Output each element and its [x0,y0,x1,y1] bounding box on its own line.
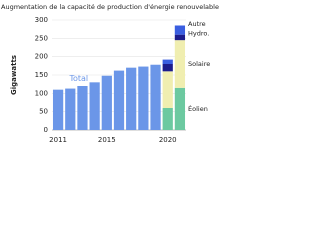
x-tick-label: 2011 [49,136,67,144]
bar-segment [65,88,76,130]
bar-segment [162,59,173,64]
y-tick-label: 50 [39,108,48,116]
chart: Augmentation de la capacité de productio… [1,3,219,144]
bar-segment [101,75,112,130]
bar-segment [174,87,186,130]
y-tick-label: 0 [44,126,48,134]
bar-segment [162,64,173,72]
bar-segment [138,66,149,130]
y-tick-label: 250 [35,34,48,42]
legend-label: Hydro. [188,29,209,37]
bar-segment [52,89,64,130]
bar-segment [150,64,161,130]
y-axis-label: Gigawatts [10,55,18,95]
y-tick-label: 150 [35,71,48,79]
x-tick-label: 2020 [159,136,177,144]
chart-title: Augmentation de la capacité de productio… [1,3,219,11]
bar-segment [77,86,88,130]
legend-label: Total [68,74,88,83]
bar-segment [174,25,186,35]
legend-label: Autre [188,20,206,28]
y-tick-label: 300 [35,16,48,24]
bar-segment [162,108,173,130]
y-tick-label: 100 [35,89,48,97]
x-tick-label: 2015 [98,136,116,144]
bar-segment [174,34,186,41]
legend-label: Solaire [188,60,210,68]
bar-segment [162,71,173,108]
page: {"chart_data": {"type": "stacked-bar", "… [1,3,219,144]
bar-segment [174,40,186,88]
legend-label: Éolien [188,104,208,113]
y-tick-label: 200 [35,53,48,61]
bar-segment [89,82,100,130]
bar-segment [126,67,137,130]
bar-segment [113,70,125,130]
